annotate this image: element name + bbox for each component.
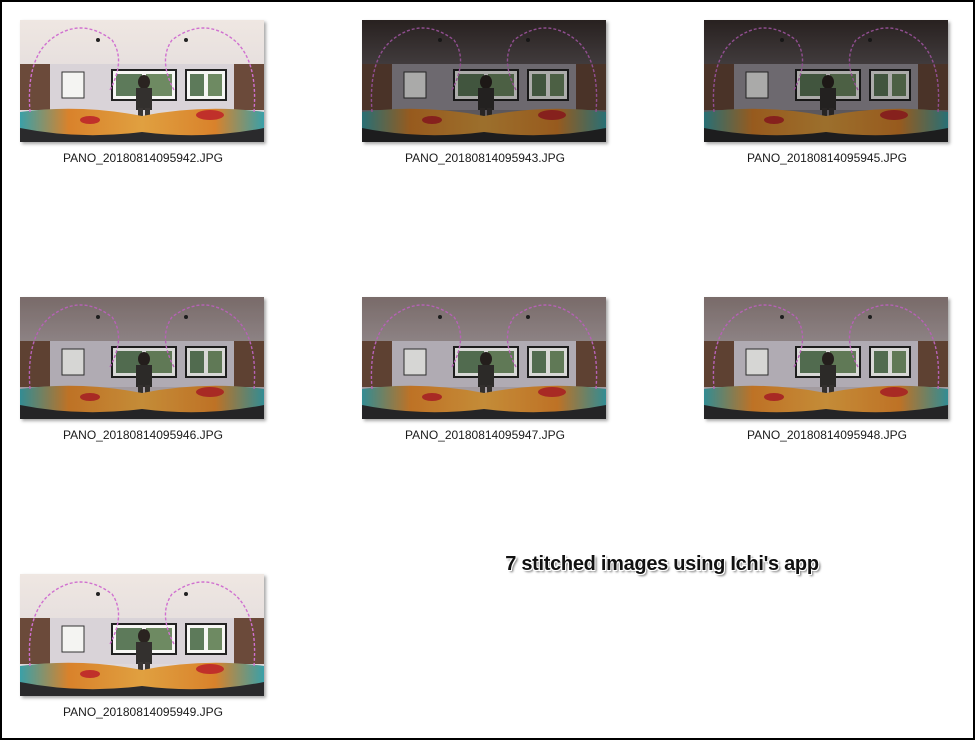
file-item[interactable]: PANO_20180814095949.JPG bbox=[20, 574, 266, 734]
file-item[interactable]: PANO_20180814095946.JPG bbox=[20, 297, 266, 457]
file-item[interactable]: PANO_20180814095948.JPG bbox=[704, 297, 950, 457]
file-item[interactable]: PANO_20180814095945.JPG bbox=[704, 20, 950, 180]
panorama-thumbnail[interactable] bbox=[20, 574, 264, 696]
file-name: PANO_20180814095945.JPG bbox=[747, 151, 907, 165]
file-item[interactable]: PANO_20180814095943.JPG bbox=[362, 20, 608, 180]
file-item[interactable]: PANO_20180814095947.JPG bbox=[362, 297, 608, 457]
file-name: PANO_20180814095942.JPG bbox=[63, 151, 223, 165]
panorama-thumbnail[interactable] bbox=[704, 297, 948, 419]
file-name: PANO_20180814095948.JPG bbox=[747, 428, 907, 442]
panorama-thumbnail[interactable] bbox=[20, 20, 264, 142]
file-name: PANO_20180814095947.JPG bbox=[405, 428, 565, 442]
panorama-thumbnail[interactable] bbox=[362, 297, 606, 419]
panorama-thumbnail[interactable] bbox=[362, 20, 606, 142]
file-name: PANO_20180814095949.JPG bbox=[63, 705, 223, 719]
file-item[interactable]: PANO_20180814095942.JPG bbox=[20, 20, 266, 180]
caption-text: 7 stitched images using Ichi's app bbox=[505, 553, 819, 575]
panorama-thumbnail[interactable] bbox=[20, 297, 264, 419]
file-name: PANO_20180814095946.JPG bbox=[63, 428, 223, 442]
file-name: PANO_20180814095943.JPG bbox=[405, 151, 565, 165]
panorama-thumbnail[interactable] bbox=[704, 20, 948, 142]
